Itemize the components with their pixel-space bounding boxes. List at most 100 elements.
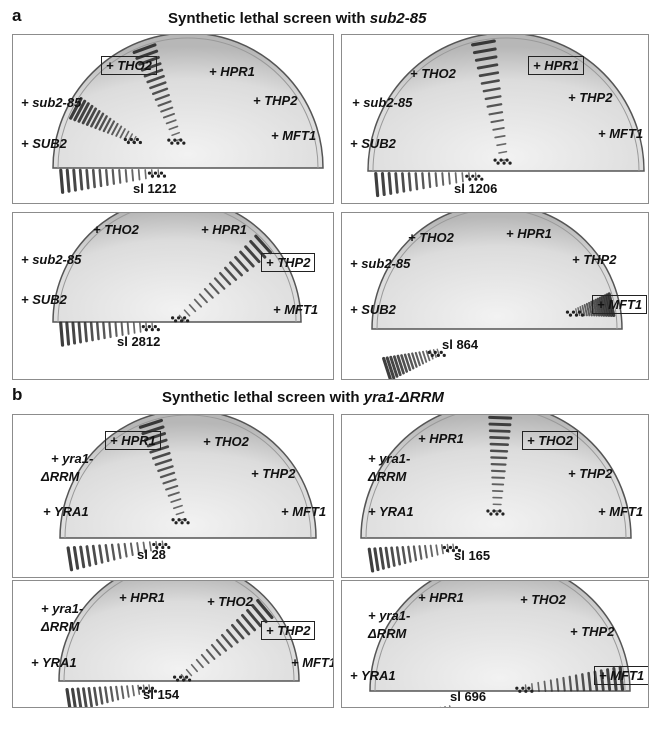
colony-stroke <box>76 687 83 707</box>
colony-stroke <box>392 355 402 377</box>
plate-panel: + HPR1 + THO2 + yra1- ΔRRM + THP2 + MFT1 + YRA… <box>12 414 334 578</box>
colony-stroke <box>585 302 591 317</box>
colony-dot <box>162 174 167 178</box>
panel-letter-a: a <box>12 6 22 25</box>
colony-stroke <box>488 111 504 116</box>
colony-stroke <box>170 498 182 503</box>
colony-dot <box>186 521 190 525</box>
colony-dot <box>176 141 180 145</box>
colony-stroke <box>594 298 601 317</box>
gene-label: + THO2 <box>410 66 456 81</box>
colony-stroke <box>373 547 380 572</box>
colony-dot <box>486 509 490 513</box>
colony-stroke <box>414 351 421 367</box>
gene-label: + HPR1 <box>105 431 161 450</box>
colony-stroke <box>135 49 159 60</box>
gene-label: + MFT1 <box>598 126 644 141</box>
strain-label: sl 864 <box>442 337 479 352</box>
colony-stroke <box>490 119 504 124</box>
colony-stroke <box>175 511 185 516</box>
colony-stroke <box>583 303 588 317</box>
colony-dot <box>147 171 152 175</box>
gene-label: + MFT1 <box>273 302 319 317</box>
colony-dot <box>147 689 152 693</box>
gene-label: + THO2 <box>522 431 578 450</box>
colony-stroke <box>394 172 399 194</box>
gene-label: + MFT1 <box>291 655 334 670</box>
gene-label: ΔRRM <box>368 626 407 641</box>
colony-stroke <box>407 172 412 192</box>
colony-stroke <box>618 665 625 691</box>
colony-stroke <box>119 128 126 139</box>
colony-stroke <box>549 679 553 692</box>
petri-dish-image <box>52 35 324 194</box>
colony-stroke <box>254 234 273 255</box>
strain-label: sl 696 <box>450 689 487 704</box>
colony-stroke <box>494 134 506 139</box>
colony-streak <box>565 292 616 318</box>
colony-stroke <box>385 356 396 379</box>
colony-stroke <box>69 97 83 120</box>
screen-title-b-gene: yra1-ΔRRM <box>363 389 444 406</box>
petri-dish <box>371 213 623 330</box>
colony-stroke <box>411 352 418 368</box>
plate-panel: + HPR1 + THO2 + yra1- ΔRRM + THP2 + MFT1 + YRA… <box>341 580 649 708</box>
petri-dish-rim <box>57 213 297 323</box>
colony-dot <box>158 542 162 547</box>
gene-label: ΔRRM <box>41 619 80 634</box>
colony-stroke <box>98 544 104 564</box>
colony-stroke <box>448 705 451 707</box>
colony-dot <box>129 137 133 142</box>
colony-stroke <box>172 504 183 510</box>
gene-label: + SUB2 <box>350 136 396 151</box>
colony-stroke <box>143 68 164 78</box>
gene-label: ΔRRM <box>41 469 80 484</box>
colony-stroke <box>492 127 505 131</box>
colony-dot <box>430 353 434 357</box>
colony-stroke <box>85 107 98 126</box>
colony-dot <box>156 327 160 332</box>
colony-dot <box>489 512 493 516</box>
petri-dish-image <box>360 415 632 573</box>
colony-stroke <box>102 117 112 133</box>
colony-dot <box>164 542 168 547</box>
colony-stroke <box>160 106 174 113</box>
colony-stroke <box>231 623 245 640</box>
colony-dot <box>144 686 149 690</box>
petri-dish-image <box>369 581 631 707</box>
plate-panel: + HPR1 + THO2 + yra1- ΔRRM + THP2 + MFT1 + YRA… <box>12 580 334 708</box>
colony-stroke <box>412 545 418 562</box>
colony-stroke <box>157 100 172 107</box>
colony-stroke <box>612 666 618 691</box>
colony-dot <box>184 675 189 679</box>
colony-stroke <box>120 322 124 336</box>
colony-stroke <box>396 354 405 375</box>
colony-stroke <box>236 618 251 636</box>
colony-stroke <box>131 169 135 182</box>
strain-label: sl 1206 <box>454 181 498 196</box>
colony-stroke <box>229 261 243 277</box>
gene-label: + THP2 <box>261 253 316 272</box>
colony-stroke <box>165 119 177 125</box>
gene-label: + MFT1 <box>594 666 648 685</box>
colony-stroke <box>403 353 412 372</box>
colony-stroke <box>98 115 108 131</box>
colony-dot <box>477 174 481 178</box>
colony-stroke <box>427 172 432 189</box>
gene-label: + HPR1 <box>209 64 255 79</box>
colony-dot <box>156 174 161 178</box>
colony-stroke <box>395 546 402 566</box>
colony-dot <box>177 316 181 320</box>
gene-label: + YRA1 <box>43 504 89 519</box>
strain-label: sl 154 <box>143 687 180 702</box>
colony-dot <box>568 313 573 317</box>
colony-stroke <box>167 491 180 497</box>
colony-stroke <box>82 687 88 707</box>
colony-dot <box>178 675 183 679</box>
colony-stroke <box>148 541 152 552</box>
colony-stroke <box>193 298 203 308</box>
colony-stroke <box>77 102 90 123</box>
colony-stroke <box>65 321 71 346</box>
colony-stroke <box>200 653 210 665</box>
colony-stroke <box>94 112 105 130</box>
